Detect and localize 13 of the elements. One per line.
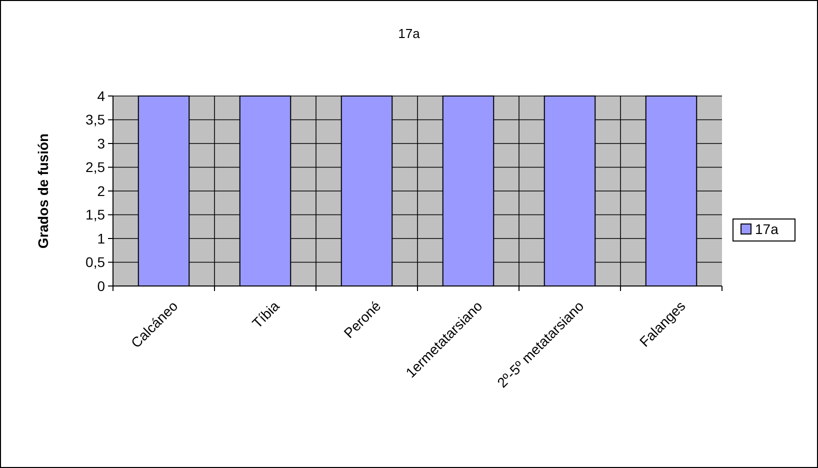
y-axis-title: Grados de fusión (35, 133, 51, 249)
y-tick-label: 0 (97, 278, 106, 294)
y-tick-label: 1,5 (86, 206, 106, 223)
y-tick-label: 2,5 (86, 159, 106, 176)
y-tick-label: 2 (97, 182, 106, 199)
y-tick-label: 4 (97, 88, 106, 104)
y-tick-label: 3,5 (86, 112, 106, 128)
x-tick-label: Tíbia (248, 298, 282, 332)
y-tick-label: 3 (97, 135, 106, 152)
y-tick-label: 0,5 (86, 254, 106, 270)
y-tick-label: 1 (97, 230, 106, 246)
chart-title: 17a (398, 26, 421, 41)
legend-label: 17a (755, 220, 779, 237)
